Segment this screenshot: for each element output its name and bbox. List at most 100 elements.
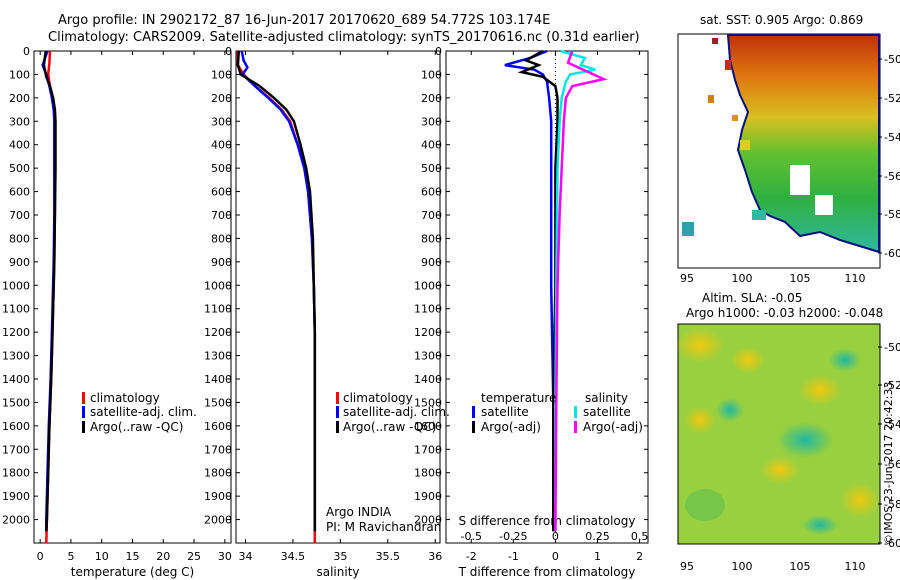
y-tick-label: 900 — [421, 256, 442, 269]
y-tick-label: 1200 — [2, 326, 30, 339]
series-line — [517, 49, 559, 532]
header-title-line1: Argo profile: IN 2902172_87 16-Jun-2017 … — [58, 13, 550, 28]
y-tick-label: 1500 — [204, 396, 232, 409]
legend-swatch-climatology — [82, 392, 85, 404]
y-tick-label: 200 — [421, 92, 442, 105]
plot-frame — [33, 50, 232, 544]
sst-field — [726, 34, 880, 254]
y-tick-label: 1700 — [204, 443, 232, 456]
legend-swatch-argo — [336, 421, 339, 433]
y-tick-label: 700 — [421, 209, 442, 222]
map-lat-label: -60 — [884, 247, 900, 260]
sla-anomaly — [798, 374, 842, 406]
y-tick-label: 1100 — [204, 303, 232, 316]
plot-frame — [445, 50, 649, 544]
sla-anomaly — [716, 398, 744, 422]
y-tick-label: 100 — [9, 68, 30, 81]
y-tick-label: 800 — [421, 232, 442, 245]
y-tick-label: 1100 — [414, 303, 442, 316]
x-tick-label: -1 — [508, 550, 519, 563]
map-lon-label: 105 — [790, 560, 811, 573]
map-lon-label: 100 — [732, 272, 753, 285]
sst-pixel — [732, 115, 738, 121]
difference-panel: 0100200300400500600700800900100011001200… — [414, 45, 649, 579]
y-tick-label: 700 — [9, 209, 30, 222]
sla-anomaly — [829, 348, 861, 372]
y-tick-label: 1400 — [204, 373, 232, 386]
series-line — [42, 50, 57, 532]
y-tick-label: 1100 — [2, 303, 30, 316]
y-tick-label: 1600 — [414, 420, 442, 433]
x-tick-label: 25 — [187, 550, 201, 563]
y-tick-label: 1800 — [204, 467, 232, 480]
y-tick-label: 2000 — [204, 514, 232, 527]
x2-axis-label: S difference from climatology — [459, 514, 636, 528]
y-tick-label: 1500 — [2, 396, 30, 409]
sla-anomaly — [802, 515, 838, 535]
y-tick-label: 200 — [9, 92, 30, 105]
y-tick-label: 1300 — [204, 350, 232, 363]
y-tick-label: 1700 — [2, 443, 30, 456]
map-axis-ticks: -50 -50 -52 -52 -54 -54 -56 -56 -58 -58 -60 -60 95 95… — [680, 53, 900, 573]
salinity-panel: 0100200300400500600700800900100011001200… — [204, 45, 442, 579]
legend-swatch-satellite — [336, 406, 339, 418]
y-tick-label: 700 — [211, 209, 232, 222]
sst-pixel — [740, 140, 750, 150]
x-tick-label: 36 — [428, 550, 442, 563]
y-tick-label: 1600 — [204, 420, 232, 433]
y-tick-label: 1000 — [414, 279, 442, 292]
y-tick-label: 500 — [9, 162, 30, 175]
imos-stamp: ©IMOS 23-Jun-2017 20:42:33 — [882, 381, 895, 545]
sst-pixel — [682, 222, 694, 236]
y-tick-label: 800 — [9, 232, 30, 245]
y-tick-label: 600 — [421, 186, 442, 199]
x-tick-label: 20 — [156, 550, 170, 563]
legend-t-satellite: satellite — [481, 405, 529, 419]
y-tick-label: 600 — [211, 186, 232, 199]
map-lat-label: -56 — [884, 170, 900, 183]
x-tick-label: -2 — [466, 550, 477, 563]
legend-s-satellite: satellite — [583, 405, 631, 419]
sla-anomaly — [730, 346, 766, 374]
sla-anomaly — [777, 422, 833, 458]
y-tick-label: 1800 — [2, 467, 30, 480]
series-line — [554, 49, 596, 532]
float-program: Argo INDIA — [326, 505, 392, 519]
y-tick-label: 1300 — [414, 350, 442, 363]
x2-tick-label: -0.25 — [499, 530, 527, 543]
legend-temperature-head: temperature — [481, 391, 556, 405]
y-tick-label: 300 — [211, 115, 232, 128]
y-tick-label: 900 — [9, 256, 30, 269]
x-tick-label: 34.5 — [281, 550, 306, 563]
x-tick-label: 35.5 — [376, 550, 401, 563]
map-lon-label: 110 — [845, 560, 866, 573]
y-tick-label: 1500 — [414, 396, 442, 409]
sst-cloud-gap — [815, 195, 833, 215]
y-tick-label: 500 — [211, 162, 232, 175]
legend-satellite-adj: satellite-adj. clim. — [90, 405, 197, 419]
y-tick-label: 0 — [225, 45, 232, 58]
y-tick-label: 900 — [211, 256, 232, 269]
y-tick-label: 1900 — [204, 490, 232, 503]
map-lat-label: -56 — [884, 458, 900, 471]
sst-cloud-gap — [790, 165, 810, 195]
temperature-legend: climatology satellite-adj. clim. Argo(..… — [82, 391, 197, 434]
y-tick-label: 1000 — [2, 279, 30, 292]
legend-swatch-t-satellite — [472, 406, 475, 418]
y-tick-label: 500 — [421, 162, 442, 175]
y-tick-label: 1900 — [414, 490, 442, 503]
legend-swatch-argo — [82, 421, 85, 433]
float-pi: PI: M Ravichandran — [326, 520, 441, 534]
legend-swatch-climatology — [336, 392, 339, 404]
series-line — [236, 50, 317, 532]
x2-tick-label: 0 — [552, 530, 559, 543]
y-tick-label: 1900 — [2, 490, 30, 503]
legend-climatology: climatology — [343, 391, 413, 405]
legend-argo: Argo(..raw -QC) — [90, 420, 183, 434]
salinity-legend: climatology satellite-adj. clim. Argo(..… — [336, 391, 450, 434]
x-tick-label: 0 — [37, 550, 44, 563]
y-tick-label: 100 — [421, 68, 442, 81]
x-tick-label: 35 — [333, 550, 347, 563]
map-lon-label: 100 — [732, 560, 753, 573]
map-lat-label: -58 — [884, 208, 900, 221]
